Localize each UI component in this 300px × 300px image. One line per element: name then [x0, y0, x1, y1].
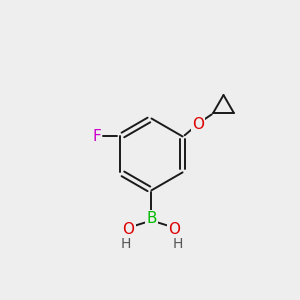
Text: O: O	[192, 117, 204, 132]
Text: B: B	[146, 211, 157, 226]
Text: O: O	[122, 222, 134, 237]
Text: H: H	[172, 237, 183, 250]
Text: F: F	[92, 129, 101, 144]
Text: O: O	[168, 222, 180, 237]
Text: H: H	[120, 237, 131, 250]
